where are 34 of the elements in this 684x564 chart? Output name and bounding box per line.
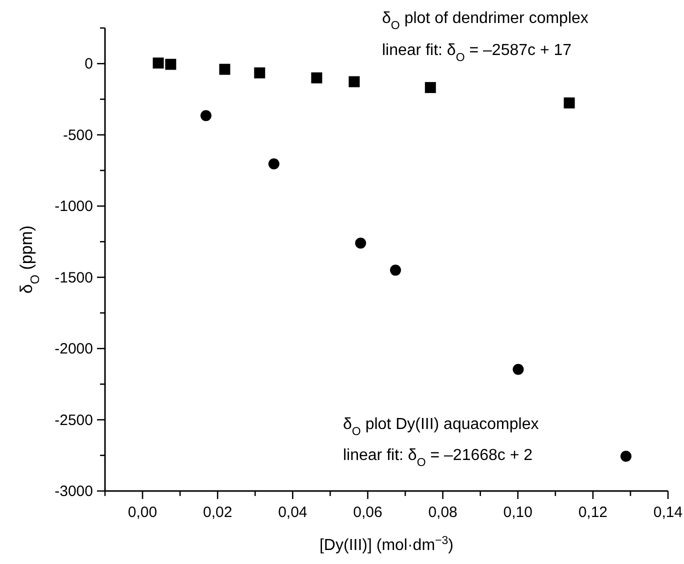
- point: [424, 82, 436, 94]
- annotation: linear fit: δ$_{O}$ = –21668c + 2: [343, 447, 533, 469]
- annotation: linear fit: δ$_{O}$ = –2587c + 17: [382, 42, 572, 64]
- y-tick-label: -1500: [54, 269, 93, 286]
- x-tick-label: 0,10: [503, 504, 532, 521]
- y-tick-label: -2000: [54, 340, 93, 358]
- x-tick-label: 0,06: [353, 504, 382, 521]
- x-tick-label: 0,12: [578, 504, 608, 521]
- x-axis-title: [Dy(III)] (mol·dm$^{−3}$): [319, 535, 454, 554]
- point: [564, 97, 575, 108]
- point: [268, 158, 280, 170]
- y-tick-label: -500: [62, 126, 93, 144]
- y-tick-label: -3000: [54, 483, 93, 500]
- point: [165, 58, 176, 70]
- x-tick-label: 0,14: [653, 504, 683, 521]
- point: [620, 450, 632, 462]
- point: [512, 364, 524, 375]
- point: [311, 72, 322, 84]
- point: [152, 58, 164, 69]
- point: [219, 64, 230, 75]
- x-tick-label: 0,04: [278, 504, 308, 521]
- point: [200, 110, 212, 122]
- x-tick-label: 0,02: [203, 504, 232, 521]
- x-tick-label: 0,08: [428, 504, 458, 521]
- y-tick-label: 0: [84, 56, 93, 73]
- point: [254, 67, 266, 78]
- point: [390, 264, 402, 276]
- point: [348, 76, 360, 88]
- point: [355, 238, 366, 249]
- y-tick-label: -2500: [54, 412, 93, 429]
- annotation: δ$_{O}$ plot of dendrimer complex: [382, 10, 588, 32]
- y-tick-label: -1000: [54, 198, 93, 216]
- annotation: δ$_{O}$ plot Dy(III) aquacomplex: [343, 416, 539, 438]
- x-tick-label: 0,00: [128, 504, 158, 521]
